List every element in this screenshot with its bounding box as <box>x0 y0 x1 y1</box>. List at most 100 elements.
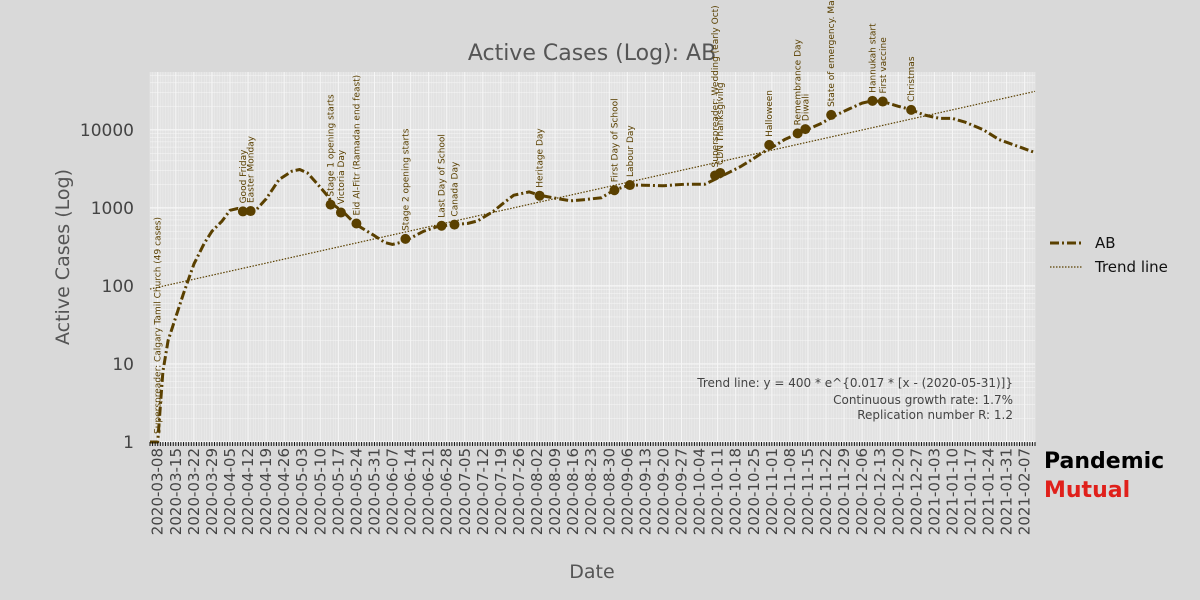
x-tick-label: 2021-01-10 <box>943 448 961 535</box>
x-tick-label: 2020-04-19 <box>257 448 275 535</box>
event-marker <box>351 218 362 229</box>
trend-line <box>149 90 1036 290</box>
x-tick-label: 2020-08-09 <box>546 448 564 535</box>
event-marker <box>792 128 803 139</box>
event-label: Eid Al-Fitr (Ramadan end feast) <box>352 75 362 216</box>
event-marker <box>715 167 726 178</box>
event-label: Diwali <box>801 94 811 121</box>
x-tick-label: 2020-05-24 <box>347 448 365 535</box>
event-marker <box>609 185 620 196</box>
x-tick-label: 2020-12-27 <box>907 448 925 535</box>
event-marker <box>624 180 635 191</box>
x-tick-label: 2020-11-01 <box>763 448 781 535</box>
event-marker <box>325 199 336 210</box>
x-tick-label: 2020-08-02 <box>528 448 546 535</box>
event-marker <box>764 139 775 150</box>
x-tick-label: 2020-04-05 <box>221 448 239 535</box>
x-tick-label: 2020-10-25 <box>745 448 763 535</box>
x-tick-label: 2021-01-24 <box>980 448 998 535</box>
x-axis-ticks: 2020-03-08 2020-03-15 2020-03-22 2020-03-29… <box>149 442 1036 535</box>
x-tick-label: 2020-06-14 <box>402 448 420 535</box>
x-tick-label: 2020-09-13 <box>636 448 654 535</box>
event-marker <box>826 109 837 120</box>
event-label: State of emergency. Mask <box>827 0 837 107</box>
y-tick-label: 1 <box>123 433 134 453</box>
x-tick-label: 2020-06-28 <box>438 448 456 535</box>
x-tick-label: 2020-04-26 <box>275 448 293 535</box>
event-marker <box>800 124 811 135</box>
y-tick-label: 10000 <box>80 121 134 141</box>
event-label: Easter Monday <box>247 135 257 203</box>
x-tick-label: 2020-07-12 <box>474 448 492 535</box>
event-label: Stage 2 opening starts <box>401 128 411 231</box>
x-tick-label: 2020-07-19 <box>492 448 510 535</box>
event-marker <box>534 190 545 201</box>
trend-formula: Trend line: y = 400 * e^{0.017 * [x - (2… <box>696 376 1013 390</box>
event-marker <box>335 207 346 218</box>
x-tick-label: 2020-03-29 <box>203 448 221 535</box>
gridlines <box>149 72 1036 443</box>
x-tick-label: 2020-05-10 <box>311 448 329 535</box>
trend-growth: Continuous growth rate: 1.7% <box>833 393 1013 407</box>
event-marker <box>245 206 256 217</box>
x-tick-label: 2020-11-15 <box>799 448 817 535</box>
event-label: Superspreader: Calgary Tamil Church (49 … <box>154 217 164 434</box>
x-tick-label: 2020-08-16 <box>564 448 582 535</box>
x-tick-label: 2020-07-05 <box>456 448 474 535</box>
x-tick-label: 2020-06-21 <box>420 448 438 535</box>
trend-replication: Replication number R: 1.2 <box>857 408 1013 422</box>
y-tick-label: 1000 <box>91 199 134 219</box>
x-tick-label: 2020-05-03 <box>293 448 311 535</box>
event-label: Heritage Day <box>536 128 546 188</box>
x-tick-label: 2021-01-17 <box>961 448 979 535</box>
brand-name-line1: Pandemic <box>1044 449 1165 474</box>
x-tick-label: 2020-08-23 <box>582 448 600 535</box>
x-tick-label: 2020-09-20 <box>654 448 672 535</box>
event-marker <box>906 104 917 115</box>
x-tick-label: 2020-09-06 <box>618 448 636 535</box>
x-tick-label: 2020-03-08 <box>149 448 167 535</box>
x-tick-label: 2020-03-22 <box>185 448 203 535</box>
x-tick-label: 2020-05-31 <box>365 448 383 535</box>
x-tick-label: 2020-07-26 <box>510 448 528 535</box>
event-label: Halloween <box>765 90 775 137</box>
x-tick-label: 2020-03-15 <box>167 448 185 535</box>
event-markers <box>237 95 917 244</box>
x-axis-label: Date <box>569 561 614 583</box>
event-label: Superspreader: Wedding (early Oct) <box>711 5 721 167</box>
event-label: CDN Thanksgiving <box>716 82 726 165</box>
x-tick-label: 2020-12-06 <box>853 448 871 535</box>
y-tick-label: 10 <box>112 355 134 375</box>
event-labels: Superspreader: Calgary Tamil Church (49 … <box>154 0 917 434</box>
x-tick-label: 2020-10-11 <box>709 448 727 535</box>
plot-area <box>150 72 1035 442</box>
event-marker <box>436 220 447 231</box>
x-tick-label: 2021-01-31 <box>998 448 1016 535</box>
event-label: Remembrance Day <box>794 38 804 125</box>
event-label: Hannukah start <box>868 23 878 93</box>
event-marker <box>237 206 248 217</box>
event-label: Last Day of School <box>438 134 448 218</box>
event-label: First vaccine <box>879 37 889 94</box>
x-tick-label: 2020-04-12 <box>239 448 257 535</box>
y-axis-ticks: 1 10 100 1000 10000 <box>80 121 134 453</box>
trend-note: Trend line: y = 400 * e^{0.017 * [x - (2… <box>696 376 1013 422</box>
x-tick-label: 2020-12-20 <box>889 448 907 535</box>
x-tick-label: 2020-10-18 <box>727 448 745 535</box>
x-tick-label: 2020-05-17 <box>329 448 347 535</box>
x-tick-label: 2021-01-03 <box>925 448 943 535</box>
y-tick-label: 100 <box>102 277 134 297</box>
x-tick-label: 2020-08-30 <box>600 448 618 535</box>
x-tick-label: 2020-10-04 <box>691 448 709 535</box>
chart-title: Active Cases (Log): AB <box>468 41 716 66</box>
event-label: Christmas <box>907 56 917 102</box>
legend: AB Trend line <box>1050 234 1168 276</box>
x-tick-label: 2020-09-27 <box>673 448 691 535</box>
event-label: Labour Day <box>626 125 636 177</box>
event-marker <box>449 219 460 230</box>
event-label: First Day of School <box>610 98 620 182</box>
y-axis-label: Active Cases (Log) <box>52 169 74 345</box>
x-tick-label: 2020-12-13 <box>871 448 889 535</box>
x-tick-label: 2021-02-07 <box>1016 448 1034 535</box>
